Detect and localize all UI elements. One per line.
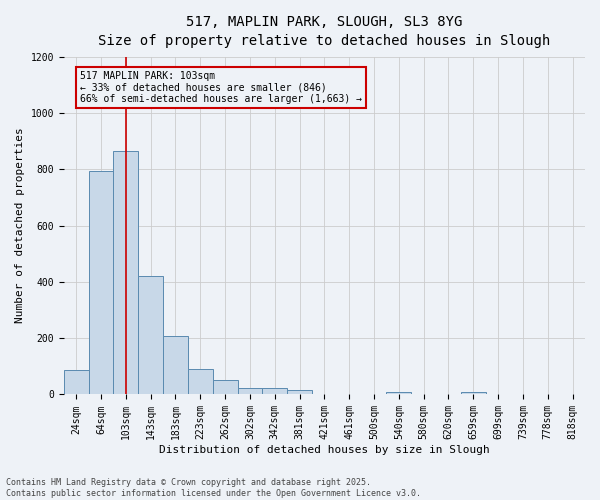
Text: Contains HM Land Registry data © Crown copyright and database right 2025.
Contai: Contains HM Land Registry data © Crown c… [6,478,421,498]
Bar [138,276,163,394]
Bar [64,370,89,394]
Bar [212,380,238,394]
Bar [113,150,138,394]
X-axis label: Distribution of detached houses by size in Slough: Distribution of detached houses by size … [159,445,490,455]
Bar [287,390,312,394]
Title: 517, MAPLIN PARK, SLOUGH, SL3 8YG
Size of property relative to detached houses i: 517, MAPLIN PARK, SLOUGH, SL3 8YG Size o… [98,15,551,48]
Bar [238,388,262,394]
Bar [461,392,486,394]
Bar [262,388,287,394]
Text: 517 MAPLIN PARK: 103sqm
← 33% of detached houses are smaller (846)
66% of semi-d: 517 MAPLIN PARK: 103sqm ← 33% of detache… [80,70,362,104]
Bar [188,369,212,394]
Bar [89,171,113,394]
Bar [386,392,411,394]
Bar [163,336,188,394]
Y-axis label: Number of detached properties: Number of detached properties [15,128,25,324]
